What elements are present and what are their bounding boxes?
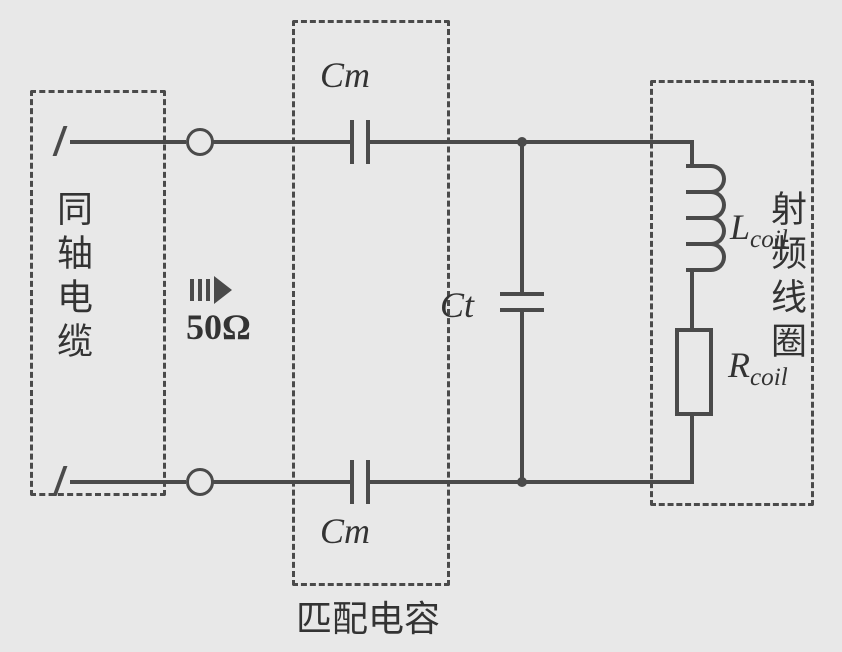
match-box — [292, 20, 450, 586]
impedance-label: 50Ω — [186, 306, 251, 348]
circuit-canvas: 同轴电缆 射频线圈 匹配电容 50Ω Cm Cm Ct Lcoil Rcoil — [0, 0, 842, 652]
cm-bot-label: Cm — [320, 510, 370, 552]
lcoil-label: Lcoil — [730, 206, 788, 254]
wire-ct-top — [520, 140, 524, 292]
resistor-rcoil — [675, 328, 713, 416]
dot-ct-bot — [517, 477, 527, 487]
impedance-arrow-icon — [190, 276, 232, 304]
wire-bot-2 — [212, 480, 350, 484]
wire-rf-mid — [690, 268, 694, 328]
wire-rf-top — [690, 140, 694, 164]
wire-top-3 — [370, 140, 692, 144]
node-top-left — [186, 128, 214, 156]
rcoil-label: Rcoil — [728, 344, 788, 392]
ct-label: Ct — [440, 284, 474, 326]
wire-bot-3 — [370, 480, 692, 484]
cable-label: 同轴电缆 — [46, 190, 98, 366]
wire-bot-1 — [70, 480, 186, 484]
match-label: 匹配电容 — [296, 590, 440, 642]
wire-top-1 — [70, 140, 186, 144]
wire-rf-bot — [690, 416, 694, 484]
wire-ct-bot — [520, 312, 524, 484]
cm-top-label: Cm — [320, 54, 370, 96]
node-bot-left — [186, 468, 214, 496]
inductor-lcoil — [690, 164, 730, 268]
dot-ct-top — [517, 137, 527, 147]
wire-top-2 — [212, 140, 350, 144]
